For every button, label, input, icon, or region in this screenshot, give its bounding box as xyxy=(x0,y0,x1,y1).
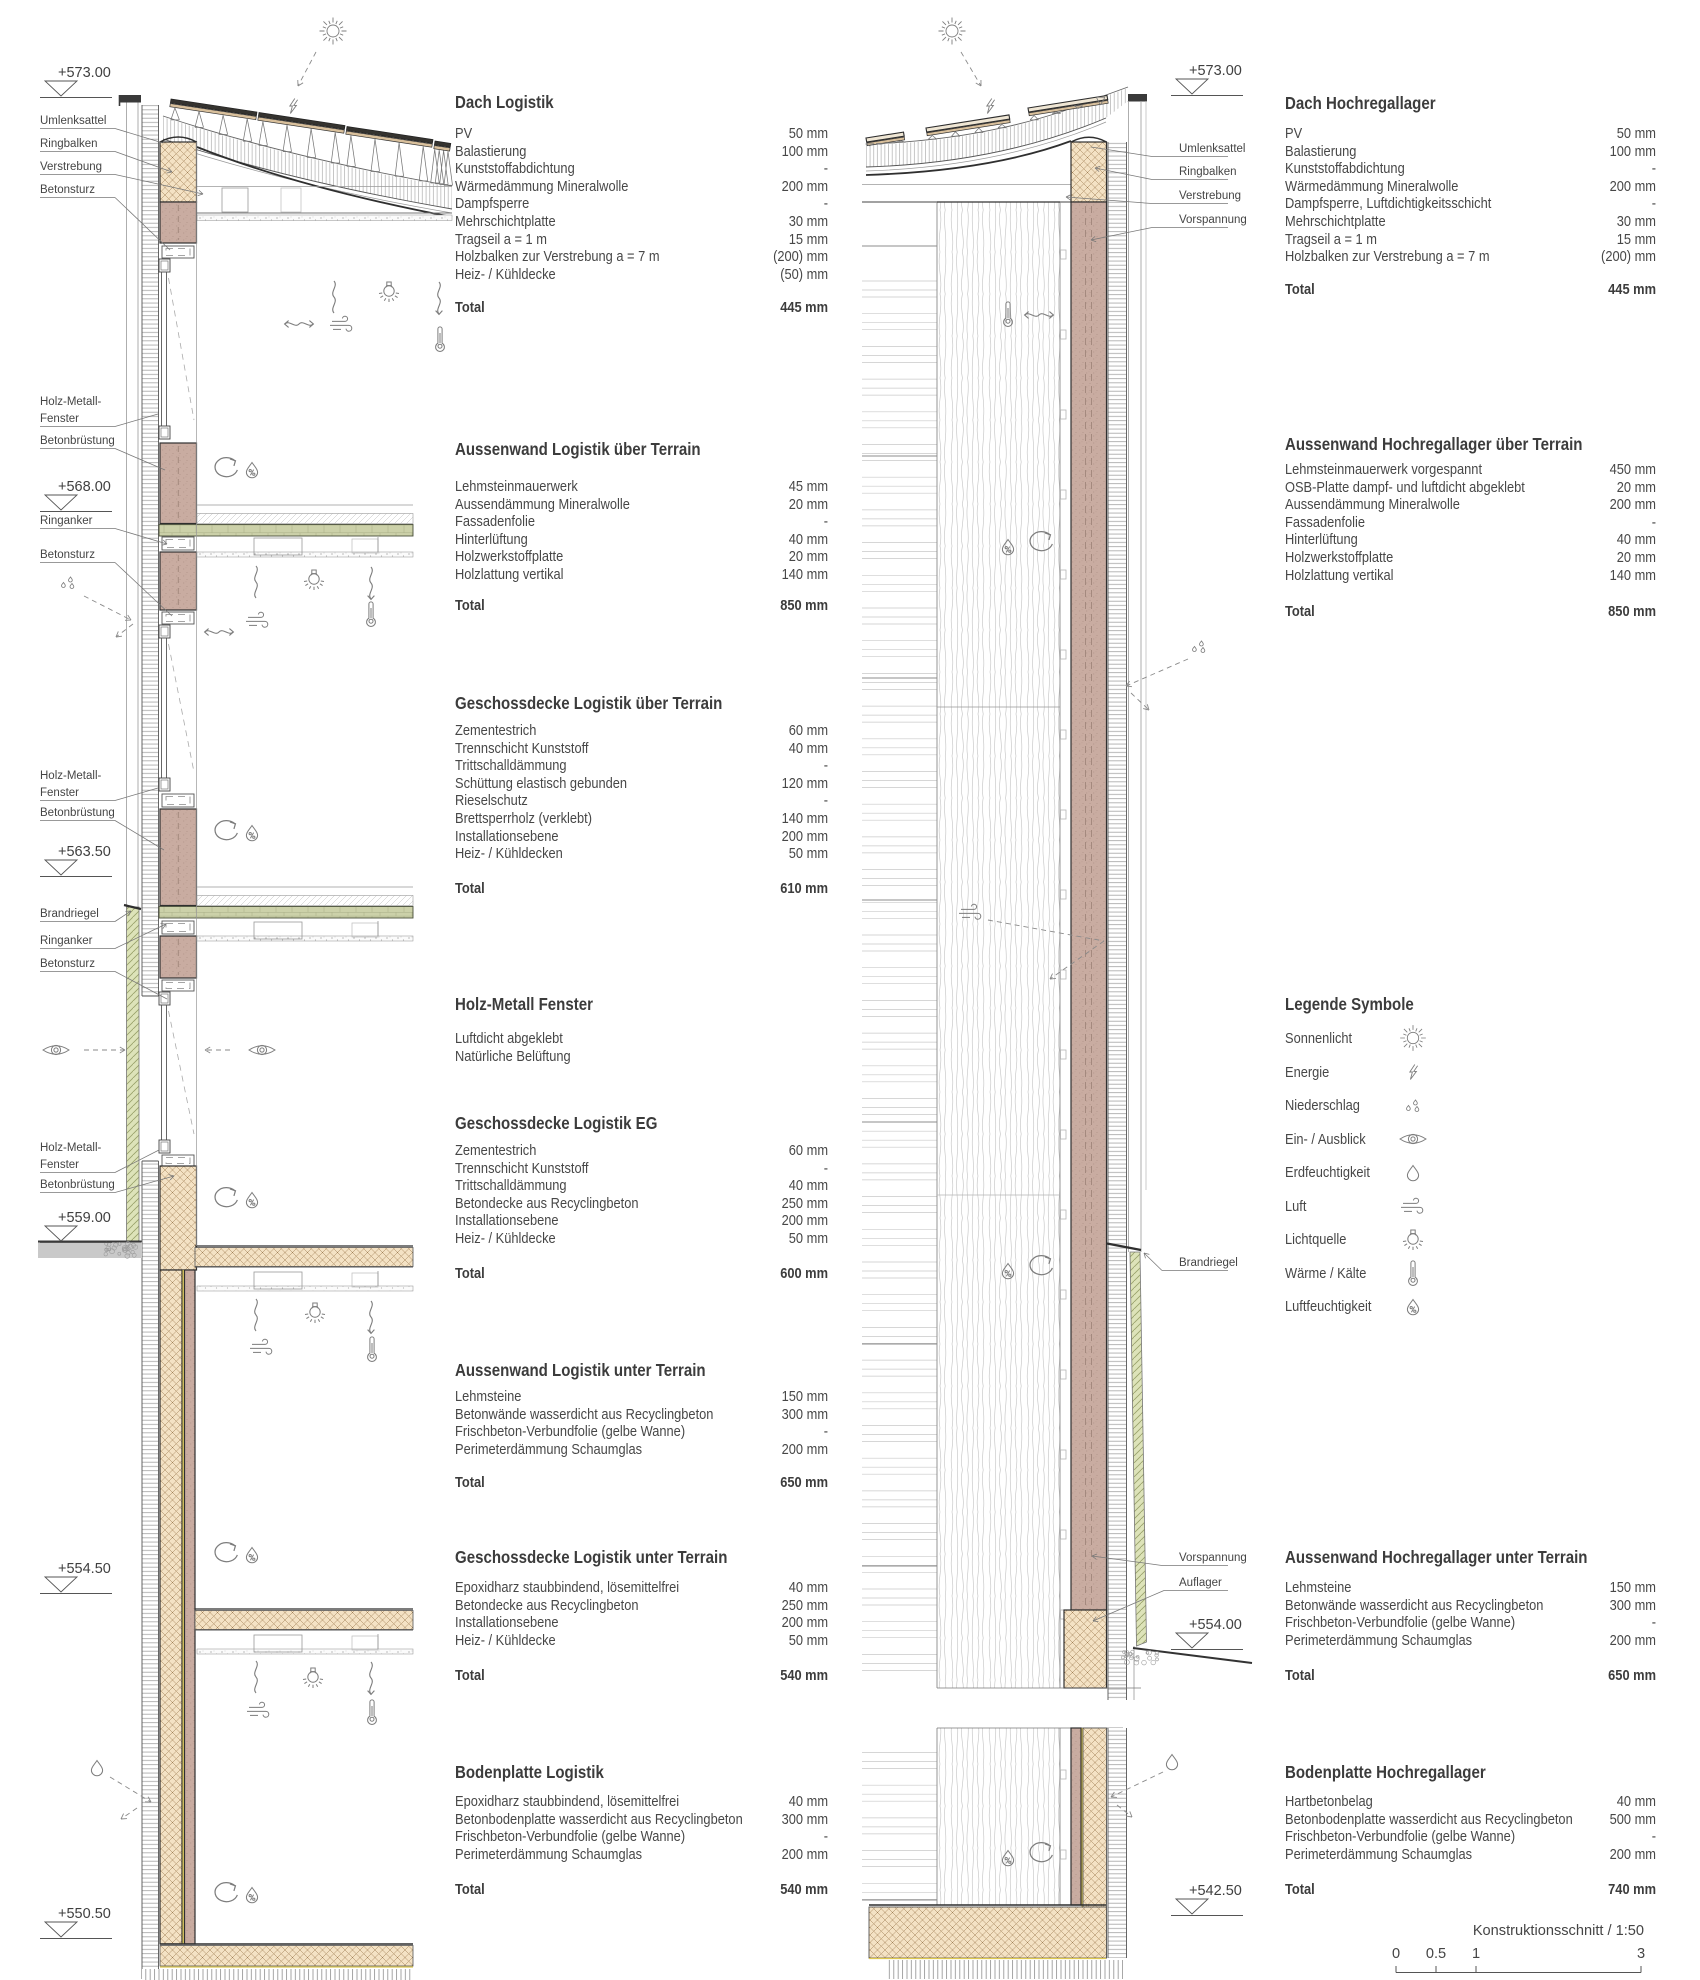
svg-text:+559.00: +559.00 xyxy=(58,1210,111,1226)
svg-text:0.5: 0.5 xyxy=(1426,1946,1446,1962)
svg-text:Betonsturz: Betonsturz xyxy=(40,549,95,561)
svg-text:Holz-Metall-: Holz-Metall- xyxy=(40,1142,102,1154)
svg-text:+554.00: +554.00 xyxy=(1189,1617,1242,1633)
svg-text:Auflager: Auflager xyxy=(1179,1577,1222,1589)
svg-text:Betonsturz: Betonsturz xyxy=(40,184,95,196)
svg-text:3: 3 xyxy=(1637,1946,1645,1962)
svg-text:Verstrebung: Verstrebung xyxy=(40,161,102,173)
svg-text:1: 1 xyxy=(1472,1946,1480,1962)
svg-text:Brandriegel: Brandriegel xyxy=(40,908,99,920)
svg-text:Betonbrüstung: Betonbrüstung xyxy=(40,435,115,447)
svg-text:Fenster: Fenster xyxy=(40,787,79,799)
svg-text:+554.50: +554.50 xyxy=(58,1561,111,1577)
svg-text:+542.50: +542.50 xyxy=(1189,1883,1242,1899)
svg-text:Fenster: Fenster xyxy=(40,1159,79,1171)
svg-text:+563.50: +563.50 xyxy=(58,844,111,860)
svg-text:Betonbrüstung: Betonbrüstung xyxy=(40,807,115,819)
svg-text:Holz-Metall-: Holz-Metall- xyxy=(40,396,102,408)
svg-text:Ringbalken: Ringbalken xyxy=(1179,166,1237,178)
svg-text:Fenster: Fenster xyxy=(40,413,79,425)
svg-text:Brandriegel: Brandriegel xyxy=(1179,1257,1238,1269)
svg-text:Umlenksattel: Umlenksattel xyxy=(1179,143,1245,155)
svg-text:+573.00: +573.00 xyxy=(1189,63,1242,79)
svg-text:Betonsturz: Betonsturz xyxy=(40,958,95,970)
svg-text:Holz-Metall-: Holz-Metall- xyxy=(40,770,102,782)
svg-text:Vorspannung: Vorspannung xyxy=(1179,1552,1247,1564)
svg-text:Ringanker: Ringanker xyxy=(40,935,93,947)
svg-text:0: 0 xyxy=(1392,1946,1400,1962)
svg-text:+550.50: +550.50 xyxy=(58,1906,111,1922)
svg-text:+573.00: +573.00 xyxy=(58,65,111,81)
svg-text:Ringbalken: Ringbalken xyxy=(40,138,98,150)
svg-text:Verstrebung: Verstrebung xyxy=(1179,190,1241,202)
svg-text:+568.00: +568.00 xyxy=(58,479,111,495)
svg-text:Umlenksattel: Umlenksattel xyxy=(40,115,106,127)
svg-text:Ringanker: Ringanker xyxy=(40,515,93,527)
svg-text:Vorspannung: Vorspannung xyxy=(1179,214,1247,226)
svg-text:Konstruktionsschnitt / 1:50: Konstruktionsschnitt / 1:50 xyxy=(1473,1923,1644,1939)
svg-text:Betonbrüstung: Betonbrüstung xyxy=(40,1179,115,1191)
